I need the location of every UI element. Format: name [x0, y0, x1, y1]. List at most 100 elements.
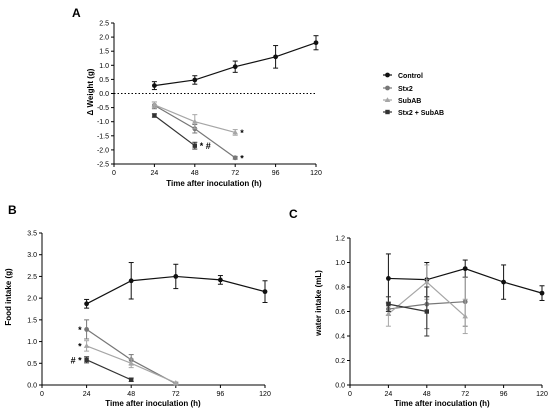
panel-c-y-tick-label: 0.8 [335, 285, 345, 292]
panel-c-x-tick-label: 24 [385, 391, 393, 398]
panel-b-significance-marker: * [78, 341, 82, 351]
panel-b-x-tick-label: 48 [127, 391, 135, 398]
panel-a-x-axis-title: Time after inoculation (h) [166, 179, 262, 188]
panel-c-point-control [462, 266, 468, 272]
panel-a-y-tick-label: 1.5 [99, 49, 109, 56]
panel-b-y-tick-label: 1.0 [27, 339, 37, 346]
legend-marker-subab [384, 97, 391, 102]
panel-a-y-tick-label: 1.0 [99, 63, 109, 70]
panel-b-point-subab [128, 360, 134, 366]
panel-c: C 0 24 48 72 96 120 0.0 0.2 0.4 0.6 0.8 1.0 1.2 wate… [289, 207, 548, 408]
legend: Control Stx2 SubAB Stx2 + SubAB [383, 72, 444, 117]
panel-a-y-tick-label: -2.5 [97, 162, 109, 169]
panel-b-point-stx2-subab [129, 377, 134, 382]
panel-c-series-line-stx2-subab [388, 303, 427, 313]
panel-b-point-stx2-subab [84, 357, 89, 363]
panel-b-x-tick-label: 72 [172, 391, 180, 398]
panel-b-y-tick-label: 0.5 [27, 361, 37, 368]
panel-a-x-tick-label: 120 [310, 170, 322, 177]
panel-b-y-tick-label: 1.5 [27, 317, 37, 324]
panel-b-y-axis-title: Food intake (g) [4, 268, 13, 326]
panel-b-x-tick-label: 0 [40, 391, 44, 398]
panel-a-point-control [152, 83, 157, 89]
panel-a-point-stx2 [232, 155, 238, 161]
panel-a-significance-marker: * # [200, 141, 211, 151]
panel-a-y-tick-label: -2.0 [97, 147, 109, 154]
panel-a-point-stx2-subab [152, 113, 157, 118]
panel-b-x-tick-label: 120 [259, 391, 271, 398]
panel-a-y-tick-label: -1.0 [97, 119, 109, 126]
panel-b-x-tick-label: 96 [217, 391, 225, 398]
panel-b-x-axis-title: Time after inoculation (h) [105, 399, 201, 408]
panel-a-point-subab [232, 129, 238, 135]
panel-a-y-tick-label: 0.0 [99, 91, 109, 98]
panel-a-point-subab [151, 101, 158, 107]
panel-c-point-stx2-subab [386, 301, 391, 307]
panel-b-x-tick-label: 24 [83, 391, 91, 398]
panel-c-plot: 0 24 48 72 96 120 0.0 0.2 0.4 0.6 0.8 1.0 1.2 [335, 236, 548, 399]
panel-a-y-tick-label: 2.5 [99, 21, 109, 28]
panel-c-point-control [386, 276, 391, 281]
legend-label-stx2: Stx2 [398, 86, 413, 93]
legend-marker-stx2-subab [385, 109, 390, 115]
panel-a-significance-marker: * [240, 128, 244, 138]
panel-c-point-subab [385, 311, 392, 316]
legend-marker-stx2 [385, 85, 390, 91]
panel-a-x-tick-label: 96 [272, 170, 280, 177]
panel-b-plot: 0 24 48 72 96 120 0.0 0.5 1.0 1.5 2.0 2.5 3.0 3.5 * * # … [27, 231, 271, 399]
panel-c-x-tick-label: 120 [536, 391, 548, 398]
panel-b-y-tick-label: 3.5 [27, 231, 37, 238]
panel-c-y-tick-label: 1.0 [335, 260, 345, 267]
panel-b-point-subab [173, 380, 179, 385]
panel-c-x-tick-label: 48 [423, 391, 431, 398]
panel-a-point-stx2-subab [192, 143, 197, 148]
panel-a-letter: A [72, 6, 81, 20]
panel-a-y-tick-label: 2.0 [99, 35, 109, 42]
legend-item-subab: SubAB [383, 97, 421, 105]
panel-c-point-subab [424, 279, 430, 285]
panel-c-point-subab [462, 313, 468, 319]
panel-b-y-tick-label: 3.0 [27, 252, 37, 259]
panel-b-point-subab [83, 343, 90, 348]
panel-b-letter: B [8, 203, 17, 217]
panel-a-point-control [232, 64, 238, 70]
panel-a-point-control [273, 54, 278, 60]
panel-c-x-tick-label: 0 [348, 391, 352, 398]
panel-a-y-axis-title: Δ Weight (g) [86, 68, 95, 115]
panel-c-x-tick-label: 72 [461, 391, 469, 398]
panel-c-x-tick-label: 96 [500, 391, 508, 398]
panel-a-x-tick-label: 72 [231, 170, 239, 177]
legend-marker-control [385, 72, 390, 78]
legend-label-subab: SubAB [398, 98, 421, 105]
panel-c-y-tick-label: 0.0 [335, 383, 345, 390]
panel-b-point-control [218, 277, 223, 283]
panel-a-point-control [313, 40, 319, 46]
panel-c-y-tick-label: 0.2 [335, 358, 345, 365]
legend-item-stx2-subab: Stx2 + SubAB [383, 109, 444, 117]
panel-c-y-tick-label: 0.4 [335, 334, 345, 341]
panel-c-point-stx2-subab [424, 309, 429, 314]
panel-a-point-subab [192, 118, 198, 124]
panel-b: B 0 24 48 72 96 120 0.0 0.5 1.0 1.5 2.0 2.5 3.0 3.5 * *… [4, 203, 271, 408]
panel-a-y-tick-label: 0.5 [99, 77, 109, 84]
panel-b-y-tick-label: 0.0 [27, 383, 37, 390]
panel-c-letter: C [289, 207, 298, 221]
panel-b-point-control [84, 301, 89, 307]
panel-a-x-tick-label: 0 [112, 170, 116, 177]
panel-b-point-control [128, 278, 134, 284]
panel-b-point-stx2 [84, 327, 89, 332]
panel-a: A 0 24 48 72 96 120 -2.5 -2.0 -1.5 -1.0 -0.5 0.0 0.5… [72, 6, 444, 188]
panel-c-point-control [501, 279, 506, 285]
panel-c-x-axis-title: Time after inoculation (h) [394, 399, 490, 408]
panel-a-plot: 0 24 48 72 96 120 -2.5 -2.0 -1.5 -1.0 -0.5 0.0 0.5 1.… [97, 21, 322, 178]
legend-item-control: Control [383, 72, 423, 80]
panel-a-y-tick-label: -0.5 [97, 105, 109, 112]
panel-c-y-tick-label: 1.2 [335, 236, 345, 243]
panel-b-significance-marker: * [78, 325, 82, 335]
panel-c-point-control [539, 290, 545, 296]
legend-item-stx2: Stx2 [383, 85, 413, 93]
panel-b-point-control [173, 274, 179, 279]
legend-label-control: Control [398, 73, 423, 80]
panel-c-y-axis-title: water intake (mL) [314, 270, 323, 337]
